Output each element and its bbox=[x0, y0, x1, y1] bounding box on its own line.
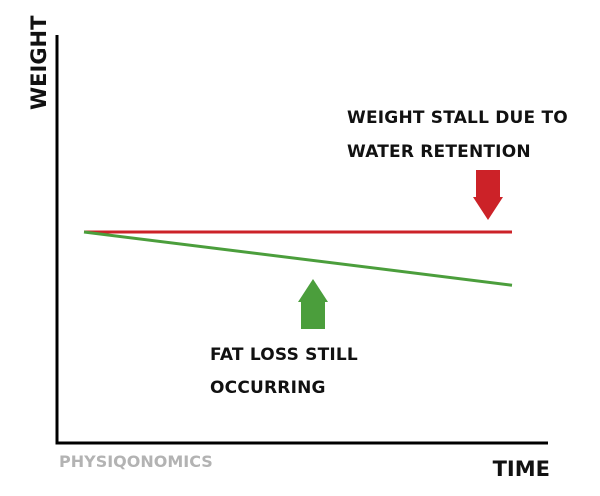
x-axis-title: TIME bbox=[493, 457, 550, 481]
y-axis-title: WEIGHT bbox=[27, 15, 51, 110]
series-layer bbox=[83, 230, 513, 287]
arrow-up-shape bbox=[298, 279, 328, 329]
watermark-text: PHYSIQONOMICS bbox=[59, 452, 213, 471]
arrow-down-shape bbox=[473, 170, 503, 220]
annotation-green-line-2: OCCURRING bbox=[210, 378, 326, 398]
annotation-red-line-1: WEIGHT STALL DUE TO bbox=[347, 108, 568, 128]
series-line-green bbox=[83, 230, 513, 287]
arrow-up-icon bbox=[298, 279, 328, 329]
annotation-red-line-2: WATER RETENTION bbox=[347, 142, 531, 162]
arrow-down-icon bbox=[473, 170, 503, 220]
annotation-green-line-1: FAT LOSS STILL bbox=[210, 345, 358, 365]
